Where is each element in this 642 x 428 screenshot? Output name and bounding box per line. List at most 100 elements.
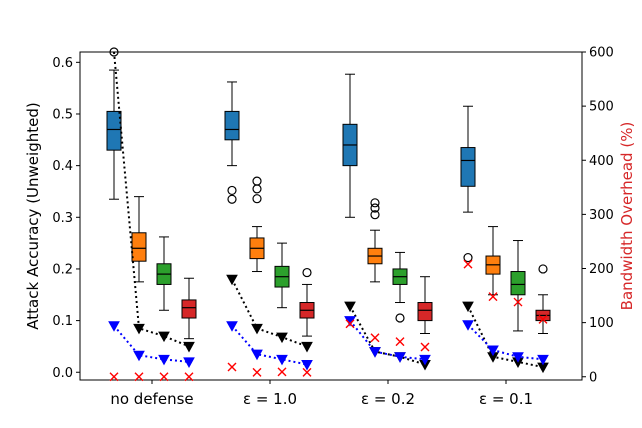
y-tick-label: 0.3 (52, 211, 73, 226)
blue-triangle-marker (183, 357, 195, 368)
red-x-stroke (538, 314, 548, 324)
y2-axis-label: Bandwidth Overhead (%) (618, 122, 636, 311)
red-x-marker (184, 372, 194, 382)
marks-layer (106, 47, 551, 382)
y2-tick-label: 300 (589, 208, 614, 223)
y2-tick-label: 100 (589, 316, 614, 331)
box (224, 110, 240, 141)
blue-trend-line (113, 325, 190, 363)
black-trend-line (231, 278, 308, 348)
y2-tick-label: 500 (589, 100, 614, 115)
y-axis-label: Attack Accuracy (Unweighted) (24, 102, 42, 329)
red-x-marker (395, 337, 405, 347)
black-trend-line (113, 51, 190, 348)
y-tick-label: 0.4 (52, 159, 73, 174)
y-tick-label: 0.1 (52, 314, 73, 329)
blue-triangle-marker (394, 352, 406, 363)
blue-triangle-marker (487, 345, 499, 357)
red-x-marker (159, 372, 169, 382)
black-triangle-marker (276, 332, 288, 344)
x-group-label: ε = 0.2 (361, 390, 415, 408)
box (181, 299, 197, 319)
outlier-point (370, 210, 380, 220)
outlier-point (109, 47, 119, 57)
box (460, 147, 476, 187)
y2-tick-label: 200 (589, 262, 614, 277)
red-x-marker (134, 372, 144, 382)
red-x-stroke (345, 319, 355, 329)
x-group-label: ε = 1.0 (243, 390, 297, 408)
outlier-point (252, 194, 262, 204)
red-x-marker (252, 367, 262, 377)
box (510, 271, 526, 296)
outlier-point (370, 203, 380, 213)
blue-trend-line (349, 319, 426, 361)
red-x-marker (488, 292, 498, 302)
red-x-marker (420, 342, 430, 352)
outlier-point (252, 176, 262, 186)
y-tick-label: 0.2 (52, 262, 73, 277)
red-x-stroke (463, 259, 473, 269)
y-tick-label: 0.6 (52, 56, 73, 71)
blue-triangle-marker (251, 349, 263, 361)
axes-layer: 0.0 0.1 0.2 0.3 0.4 0.5 0.6 0 100 200 300 400 500 600… (52, 46, 614, 409)
blue-triangle-marker (133, 350, 145, 362)
red-x-stroke (395, 337, 405, 347)
black-triangle-marker (183, 341, 195, 353)
blue-triangle-marker (276, 354, 288, 366)
outlier-point (302, 267, 312, 278)
plot-area-frame (79, 51, 583, 381)
red-x-stroke (159, 372, 169, 382)
y-tick-label: 0.0 (52, 366, 73, 381)
red-x-marker (227, 362, 237, 372)
red-x-marker (302, 367, 312, 377)
x-group-label: no defense (110, 390, 193, 408)
y2-tick-label: 0 (589, 370, 597, 385)
outlier-point (395, 313, 405, 323)
blue-triangle-marker (301, 360, 313, 371)
blue-triangle-marker (108, 321, 120, 332)
y-tick-label: 0.5 (52, 107, 73, 122)
blue-triangle-marker (537, 354, 549, 366)
black-triangle-marker (226, 274, 238, 286)
black-triangle-marker (462, 301, 474, 313)
outlier-point (370, 198, 380, 208)
box (131, 232, 147, 262)
black-triangle-marker (251, 323, 263, 335)
red-x-stroke (184, 372, 194, 382)
red-x-stroke (109, 372, 119, 382)
blue-trend-line (231, 325, 308, 366)
black-triangle-marker (301, 341, 313, 353)
red-x-stroke (420, 342, 430, 352)
red-x-stroke (252, 367, 262, 377)
box (106, 110, 122, 151)
red-x-marker (463, 259, 473, 269)
blue-triangle-marker (158, 354, 170, 366)
blue-triangle-marker (226, 321, 238, 332)
red-x-marker (345, 319, 355, 329)
red-x-stroke (227, 362, 237, 372)
y2-tick-label: 600 (589, 46, 614, 61)
red-x-marker (513, 297, 523, 307)
red-x-stroke (370, 333, 380, 343)
blue-triangle-marker (369, 347, 381, 358)
red-x-stroke (513, 297, 523, 307)
red-x-stroke (134, 372, 144, 382)
red-x-stroke (277, 367, 287, 377)
box (417, 302, 433, 322)
x-group-label: ε = 0.1 (479, 390, 533, 408)
blue-triangle-marker (419, 354, 431, 366)
y2-tick-label: 400 (589, 154, 614, 169)
red-x-marker (370, 333, 380, 343)
outlier-point (463, 252, 473, 263)
outlier-point (227, 194, 237, 204)
outlier-point (252, 184, 262, 194)
red-x-marker (277, 367, 287, 377)
red-x-marker (538, 314, 548, 324)
black-triangle-marker (133, 323, 145, 335)
red-x-stroke (488, 292, 498, 302)
blue-triangle-marker (462, 320, 474, 331)
red-x-stroke (302, 367, 312, 377)
black-triangle-marker (344, 301, 356, 313)
